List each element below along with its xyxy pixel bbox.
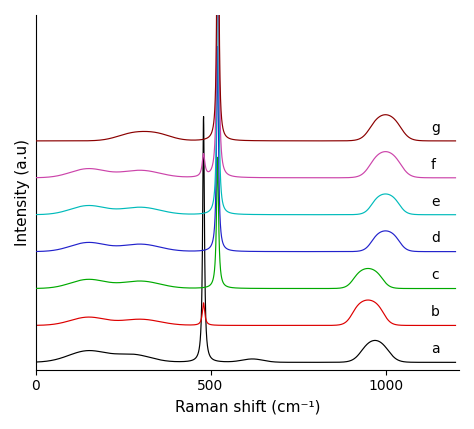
Text: a: a <box>431 342 439 356</box>
Text: g: g <box>431 121 440 135</box>
Text: e: e <box>431 195 439 208</box>
Text: d: d <box>431 232 440 245</box>
Text: f: f <box>431 158 436 172</box>
Text: b: b <box>431 305 440 319</box>
Text: c: c <box>431 269 438 282</box>
X-axis label: Raman shift (cm⁻¹): Raman shift (cm⁻¹) <box>174 399 320 414</box>
Y-axis label: Intensity (a.u): Intensity (a.u) <box>15 139 30 246</box>
